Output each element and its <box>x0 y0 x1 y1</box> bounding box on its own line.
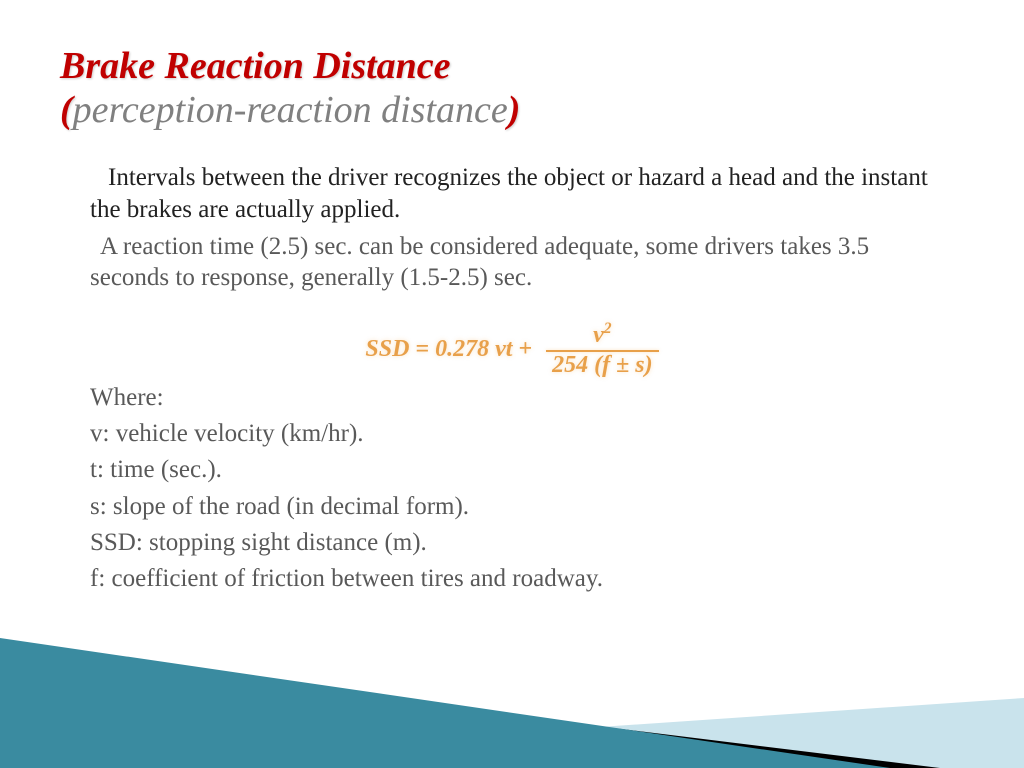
where-f: f: coefficient of friction between tires… <box>90 561 964 597</box>
where-block: Where: v: vehicle velocity (km/hr). t: t… <box>60 380 964 598</box>
paragraph-reaction-time: A reaction time (2.5) sec. can be consid… <box>90 231 954 294</box>
formula-numerator: v2 <box>587 321 617 349</box>
slide-subtitle: (perception-reaction distance) <box>60 89 964 133</box>
body-text: Intervals between the driver recognizes … <box>60 162 964 293</box>
slide-title: Brake Reaction Distance <box>60 45 964 89</box>
formula-denominator: 254 (f ± s) <box>546 352 659 378</box>
where-v: v: vehicle velocity (km/hr). <box>90 416 964 452</box>
where-s: s: slope of the road (in decimal form). <box>90 489 964 525</box>
where-t: t: time (sec.). <box>90 452 964 488</box>
subtitle-text: perception-reaction distance <box>73 89 508 131</box>
ssd-formula: SSD = 0.278 vt + v2 254 (f ± s) <box>365 321 658 377</box>
title-block: Brake Reaction Distance (perception-reac… <box>60 45 964 132</box>
formula-fraction: v2 254 (f ± s) <box>546 321 659 377</box>
paragraph-definition: Intervals between the driver recognizes … <box>90 162 954 225</box>
formula-left: SSD = 0.278 vt + <box>365 336 532 363</box>
where-ssd: SSD: stopping sight distance (m). <box>90 525 964 561</box>
decor-triangle-teal <box>0 638 890 768</box>
where-heading: Where: <box>90 380 964 416</box>
paren-close: ) <box>508 89 521 131</box>
formula-block: SSD = 0.278 vt + v2 254 (f ± s) <box>60 321 964 377</box>
paren-open: ( <box>60 89 73 131</box>
